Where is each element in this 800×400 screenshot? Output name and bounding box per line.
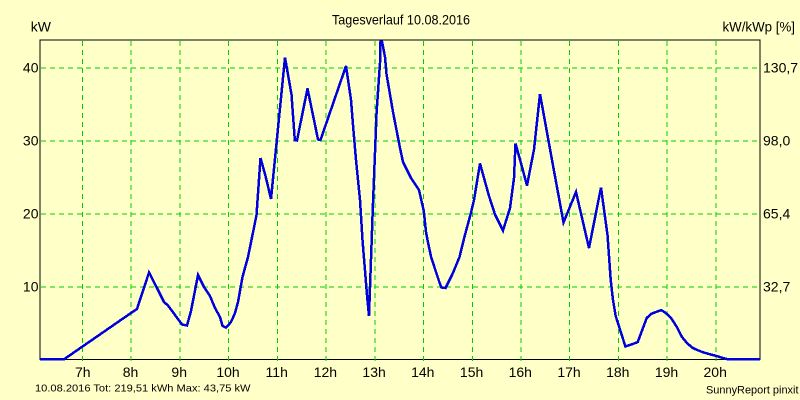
svg-text:12h: 12h [314,364,337,380]
svg-text:11h: 11h [266,364,288,380]
svg-text:130,7: 130,7 [763,60,798,76]
svg-text:10: 10 [23,279,39,295]
svg-text:7h: 7h [75,364,91,380]
svg-text:98,0: 98,0 [763,133,790,149]
svg-text:19h: 19h [655,364,678,380]
svg-text:32,7: 32,7 [763,279,790,295]
svg-text:40: 40 [23,60,39,76]
svg-text:Tagesverlauf 10.08.2016: Tagesverlauf 10.08.2016 [332,12,470,28]
svg-text:SunnyReport pinxit: SunnyReport pinxit [706,385,799,397]
svg-text:10.08.2016 Tot: 219,51 kWh Max: 10.08.2016 Tot: 219,51 kWh Max: 43,75 kW [35,384,251,395]
svg-text:10h: 10h [216,364,239,380]
svg-text:9h: 9h [171,364,187,380]
svg-text:18h: 18h [606,364,629,380]
svg-text:65,4: 65,4 [763,206,790,222]
svg-text:17h: 17h [557,364,580,380]
svg-text:15h: 15h [460,364,483,380]
svg-text:kW/kWp [%]: kW/kWp [%] [723,19,796,35]
svg-text:16h: 16h [509,364,532,380]
svg-text:8h: 8h [123,364,139,380]
svg-text:20: 20 [23,206,39,222]
svg-text:30: 30 [23,133,39,149]
svg-text:20h: 20h [704,364,727,380]
svg-text:14h: 14h [411,364,434,380]
svg-text:13h: 13h [362,364,385,380]
svg-text:kW: kW [31,19,52,35]
